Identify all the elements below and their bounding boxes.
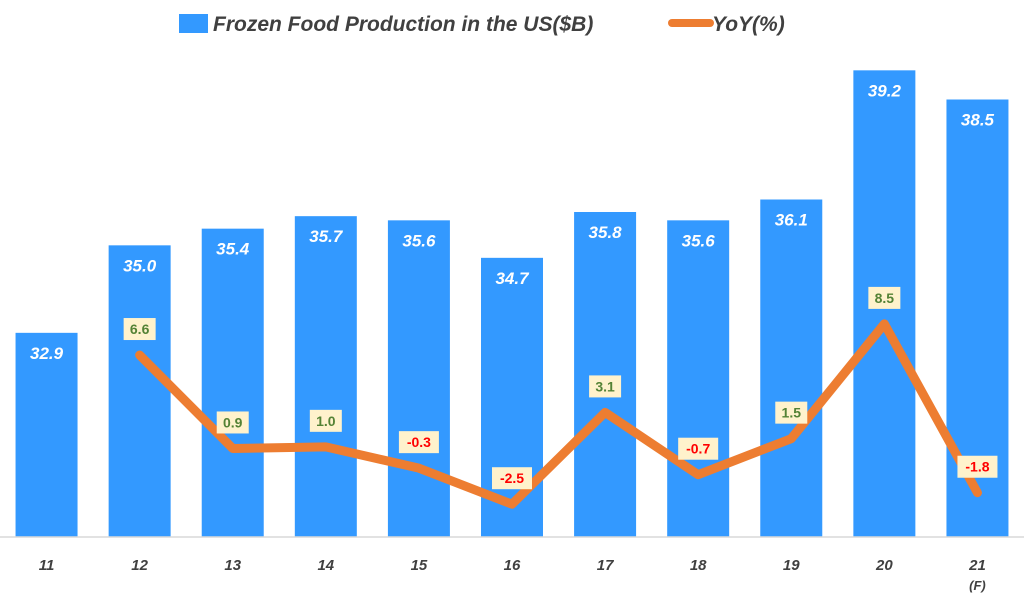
bar-value-label-16: 34.7	[495, 269, 530, 288]
yoy-value-label-18: -0.7	[686, 441, 710, 457]
yoy-value-label-16: -2.5	[500, 470, 524, 486]
bar-value-label-17: 35.8	[589, 223, 623, 242]
bar-value-label-20: 39.2	[868, 81, 902, 100]
yoy-value-label-13: 0.9	[223, 414, 243, 430]
x-tick-note-21: (F)	[969, 578, 986, 593]
bar-value-label-12: 35.0	[123, 256, 157, 275]
yoy-label-box-17	[589, 375, 622, 398]
bar-value-label-18: 35.6	[682, 231, 716, 250]
bar-value-label-14: 35.7	[309, 227, 344, 246]
bar-series: 32.9 35.0 35.4 35.7 35.6 34.7 35.8 35.6 36.1 39.2…	[15, 70, 1009, 538]
yoy-value-label-17: 3.1	[595, 378, 615, 394]
x-tick-label-21: 21	[968, 557, 986, 574]
bar-12	[108, 245, 171, 538]
bar-14	[294, 216, 357, 537]
x-tick-label-18: 18	[690, 557, 707, 574]
bar-value-label-15: 35.6	[402, 231, 436, 250]
bar-16	[481, 257, 543, 537]
bar-18	[667, 220, 730, 538]
x-axis-ticks: 11 12 13 14 15 16 17 18 19 20 21 (F)	[39, 557, 986, 593]
yoy-value-label-19: 1.5	[782, 405, 802, 421]
yoy-label-box-18	[678, 437, 719, 460]
bar-19	[760, 199, 823, 537]
yoy-label-box-16	[492, 467, 532, 490]
yoy-line-series: 6.6 0.9 1.0 -0.3 -2.5 3.1 -0.7 1.5 8.5 -1.8	[123, 286, 998, 509]
yoy-label-box-21	[957, 455, 998, 478]
bar-value-label-11: 32.9	[30, 344, 64, 363]
x-tick-label-20: 20	[875, 557, 893, 574]
yoy-label-box-15	[398, 431, 439, 454]
bar-17	[574, 212, 637, 537]
yoy-value-label-12: 6.6	[130, 321, 150, 337]
bar-value-label-21: 38.5	[961, 111, 995, 130]
x-tick-label-16: 16	[504, 557, 521, 574]
yoy-line	[135, 319, 982, 509]
legend: Frozen Food Production in the US($B) YoY…	[179, 13, 785, 36]
legend-bar-swatch	[179, 14, 208, 33]
yoy-value-label-14: 1.0	[316, 413, 336, 429]
yoy-label-box-20	[868, 286, 901, 309]
bar-15	[387, 220, 450, 538]
yoy-label-box-19	[775, 401, 808, 424]
x-tick-label-13: 13	[224, 557, 241, 574]
x-tick-label-17: 17	[597, 557, 614, 574]
bar-13	[201, 228, 264, 537]
x-tick-label-14: 14	[317, 557, 334, 574]
bar-value-label-13: 35.4	[216, 240, 250, 259]
x-tick-label-11: 11	[39, 557, 55, 574]
bar-value-label-19: 36.1	[775, 211, 808, 230]
x-tick-label-12: 12	[131, 557, 148, 574]
legend-bar-label: Frozen Food Production in the US($B)	[213, 13, 593, 36]
yoy-value-label-20: 8.5	[875, 290, 895, 306]
yoy-value-label-21: -1.8	[965, 459, 989, 475]
legend-line-label: YoY(%)	[712, 13, 785, 36]
yoy-value-label-15: -0.3	[407, 434, 431, 450]
x-tick-label-19: 19	[783, 557, 800, 574]
x-tick-label-15: 15	[411, 557, 428, 574]
bar-11	[15, 332, 78, 537]
yoy-label-box-12	[123, 318, 156, 341]
yoy-label-box-13	[216, 411, 249, 434]
yoy-label-box-14	[309, 409, 342, 432]
